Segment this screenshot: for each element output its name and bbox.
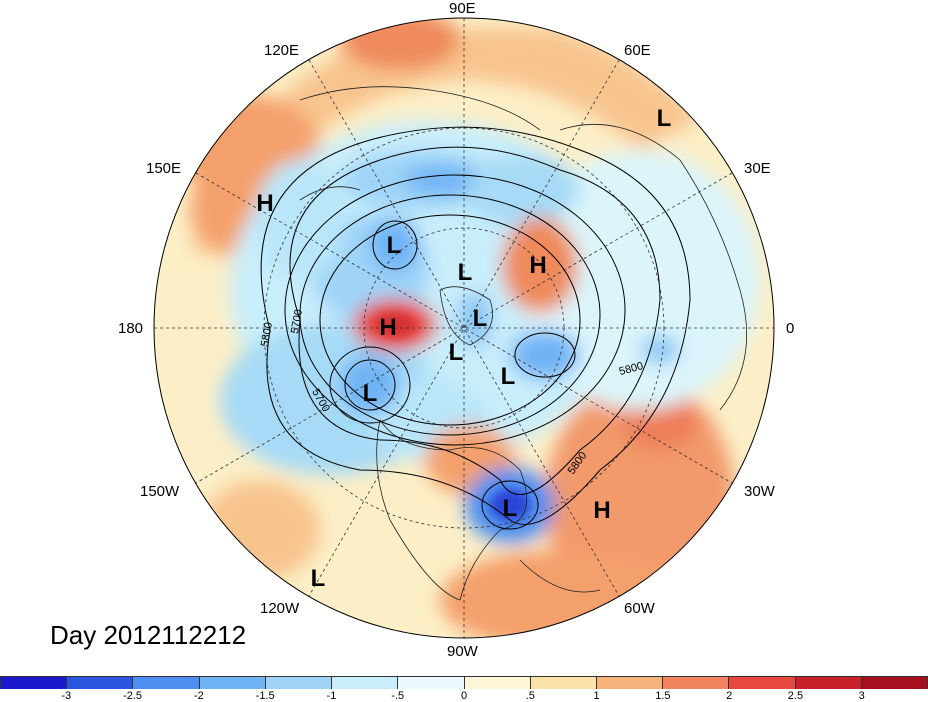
colorbar-swatch bbox=[530, 677, 597, 689]
colorbar-tick-label: 2.5 bbox=[787, 690, 804, 702]
colorbar bbox=[0, 676, 928, 689]
height-contours bbox=[260, 126, 691, 530]
colorbar-swatch bbox=[729, 677, 796, 689]
day-title: Day 2012112212 bbox=[50, 620, 247, 650]
low-pressure-marker: L bbox=[458, 259, 473, 286]
colorbar-swatch bbox=[861, 677, 928, 689]
low-pressure-marker: L bbox=[657, 105, 672, 132]
colorbar-tick-label: 1 bbox=[593, 690, 600, 702]
contour-label: 5800 bbox=[259, 321, 275, 347]
colorbar-tick-label: 3 bbox=[858, 690, 865, 702]
colorbar-tick-label: .5 bbox=[525, 690, 535, 702]
coastlines bbox=[299, 86, 748, 601]
lon-label-150e: 150E bbox=[146, 160, 182, 177]
low-pressure-marker: L bbox=[363, 380, 378, 407]
lon-label-120e: 120E bbox=[264, 42, 300, 59]
low-pressure-marker: L bbox=[449, 339, 464, 366]
low-pressure-marker: L bbox=[503, 495, 518, 522]
low-pressure-marker: L bbox=[387, 232, 402, 259]
low-pressure-marker: L bbox=[473, 305, 488, 332]
colorbar-tick-label: -1 bbox=[326, 690, 337, 702]
colorbar-tick-label: -.5 bbox=[391, 690, 405, 702]
low-pressure-marker: L bbox=[311, 565, 326, 592]
lon-label-180: 180 bbox=[118, 320, 144, 337]
low-pressure-marker: L bbox=[501, 363, 516, 390]
lon-label-60w: 60W bbox=[624, 600, 655, 617]
colorbar-tick-label: 0 bbox=[460, 690, 468, 702]
colorbar-swatch bbox=[332, 677, 399, 689]
colorbar-tick-label: -1.5 bbox=[255, 690, 275, 702]
lon-label-30e: 30E bbox=[744, 160, 771, 177]
colorbar-swatch bbox=[398, 677, 465, 689]
colorbar-swatch bbox=[67, 677, 134, 689]
colorbar-tick-label: 2 bbox=[726, 690, 733, 702]
high-pressure-marker: H bbox=[529, 252, 546, 279]
colorbar-swatch bbox=[265, 677, 333, 689]
lon-label-90w: 90W bbox=[447, 643, 478, 660]
lon-label-0: 0 bbox=[786, 320, 795, 337]
colorbar-swatch bbox=[199, 677, 266, 689]
lon-label-60e: 60E bbox=[624, 42, 651, 59]
colorbar-swatch bbox=[464, 677, 531, 689]
high-pressure-marker: H bbox=[379, 314, 396, 341]
lon-label-150w: 150W bbox=[140, 483, 180, 500]
lon-label-30w: 30W bbox=[744, 483, 775, 500]
colorbar-swatch bbox=[133, 677, 200, 689]
colorbar-swatch bbox=[0, 677, 68, 689]
colorbar-swatch bbox=[795, 677, 862, 689]
colorbar-swatch bbox=[663, 677, 730, 689]
graticule bbox=[154, 18, 774, 638]
colorbar-swatch bbox=[596, 677, 664, 689]
map-boundary bbox=[153, 17, 775, 639]
contour-label: 5700 bbox=[289, 308, 305, 334]
high-pressure-marker: H bbox=[256, 190, 273, 217]
colorbar-tick-label: -2 bbox=[193, 690, 204, 702]
colorbar-tick-label: -2.5 bbox=[123, 690, 143, 702]
lon-label-120w: 120W bbox=[260, 600, 300, 617]
high-pressure-marker: H bbox=[593, 497, 610, 524]
colorbar-tick-label: -3 bbox=[61, 690, 72, 702]
colorbar-tick-label: 1.5 bbox=[655, 690, 671, 702]
lon-label-90e: 90E bbox=[449, 0, 476, 17]
